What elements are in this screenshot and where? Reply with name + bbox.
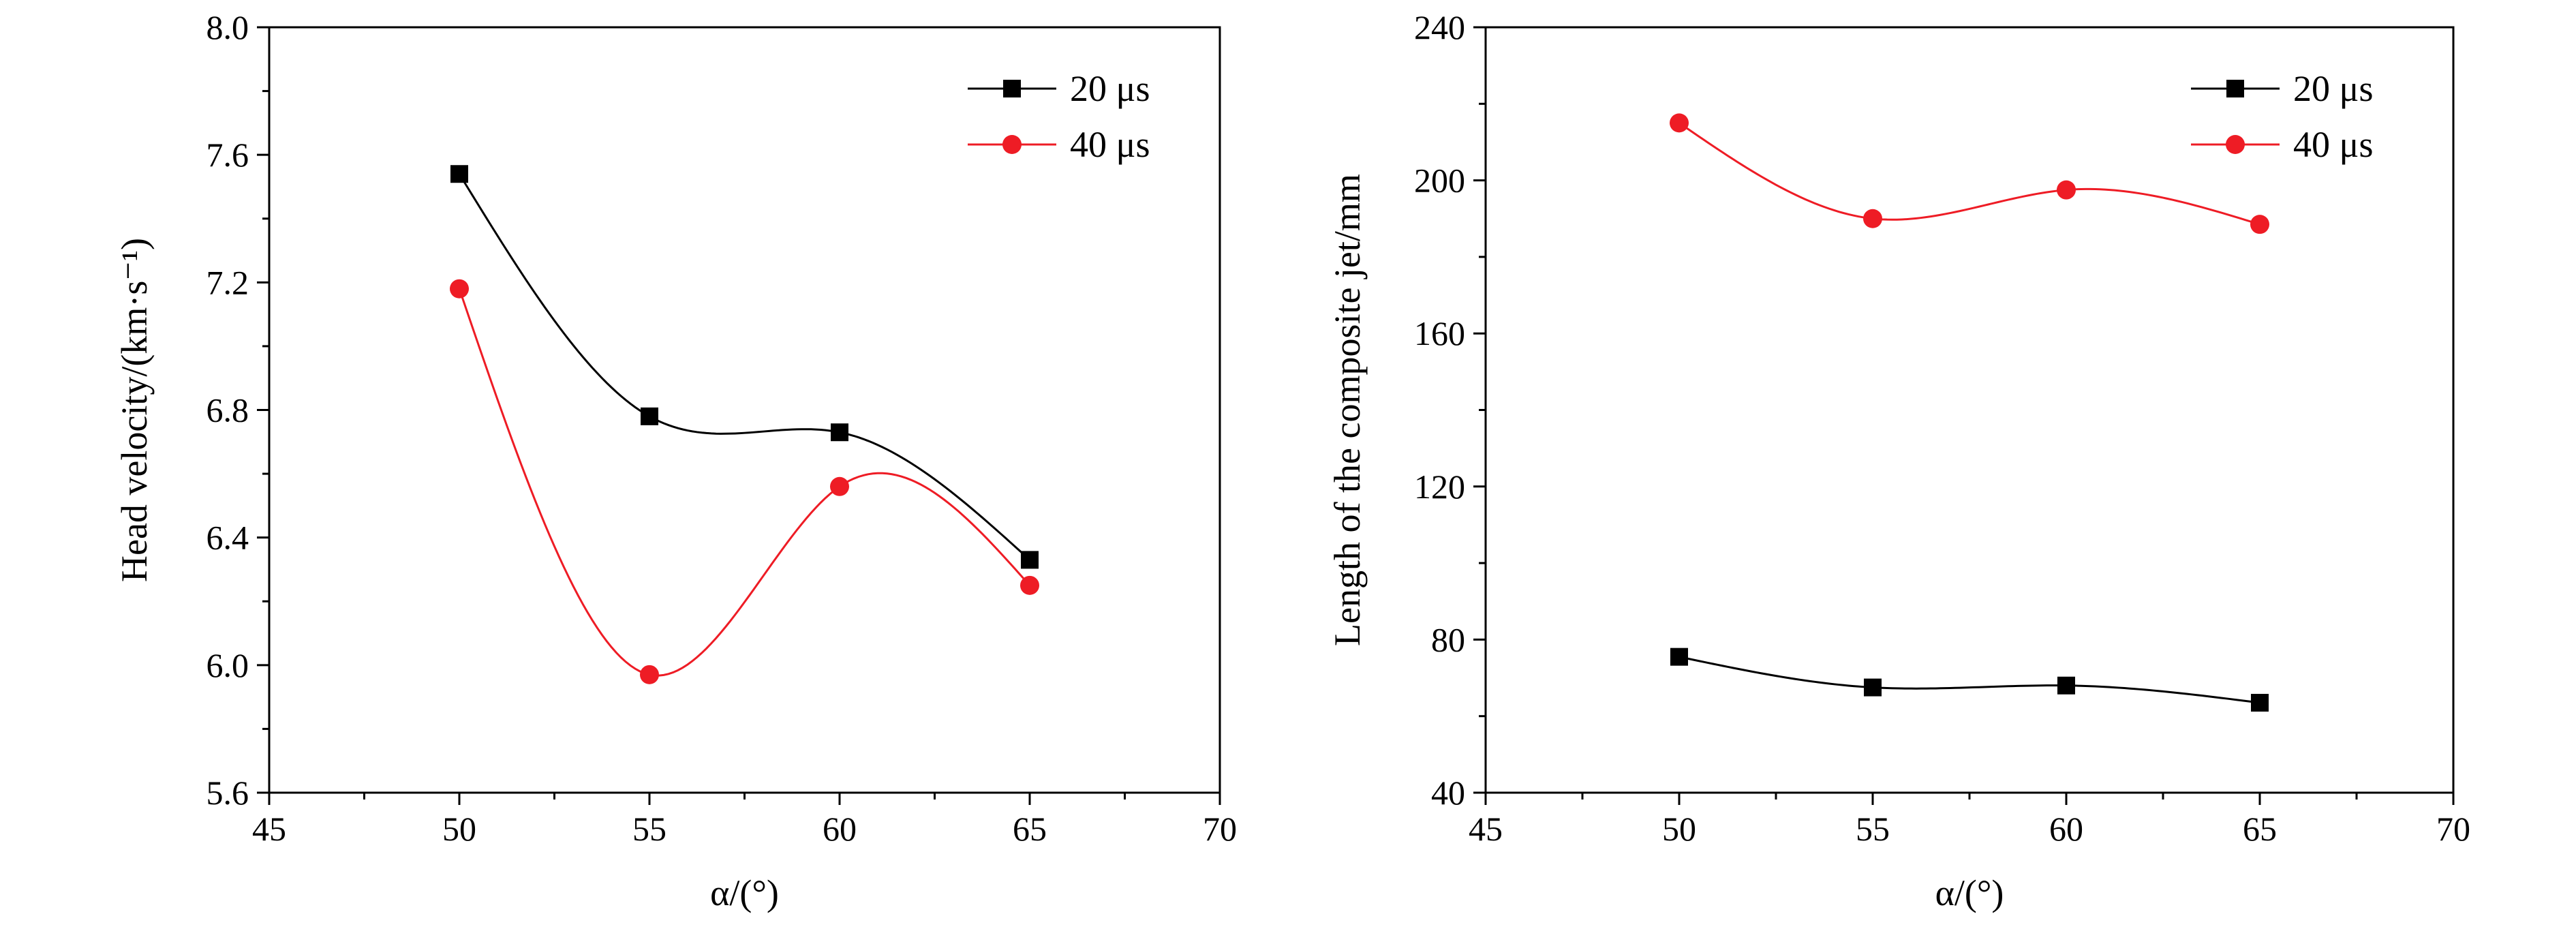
legend-marker: [2226, 80, 2244, 97]
legend-label: 20 μs: [1070, 68, 1150, 109]
y-tick-label: 6.4: [206, 519, 249, 557]
series-line-2: [458, 288, 1031, 677]
x-tick-label: 45: [1469, 810, 1503, 848]
data-point-2: [450, 279, 469, 299]
series-line-1: [1678, 656, 2260, 704]
x-tick-label: 60: [2049, 810, 2083, 848]
legend-marker: [1003, 80, 1021, 97]
x-tick-label: 45: [252, 810, 286, 848]
y-tick-label: 160: [1414, 314, 1465, 352]
y-tick-label: 6.0: [206, 646, 249, 684]
data-point-1: [1670, 648, 1688, 666]
x-tick-label: 50: [442, 810, 476, 848]
x-tick-label: 55: [1856, 810, 1890, 848]
legend-label: 40 μs: [1070, 124, 1150, 165]
legend-marker: [1002, 135, 1022, 154]
y-tick-label: 7.2: [206, 263, 249, 301]
y-axis-title: Length of the composite jet/mm: [1327, 174, 1368, 646]
data-point-2: [1670, 113, 1689, 133]
data-point-2: [1020, 575, 1039, 595]
y-tick-label: 80: [1431, 620, 1465, 658]
y-tick-label: 6.8: [206, 391, 249, 429]
x-tick-label: 65: [1013, 810, 1047, 848]
data-point-1: [450, 165, 468, 183]
data-point-1: [641, 407, 658, 425]
legend-label: 40 μs: [2293, 124, 2373, 165]
y-tick-label: 7.6: [206, 136, 249, 174]
y-tick-label: 40: [1431, 774, 1465, 812]
chart-panel-1: 45 50 55 60 65 70 5.6 6.0 6.4 6.8 7.2 7.6 8.0 α/(°) He…: [114, 8, 1237, 913]
x-axis-title: α/(°): [1935, 872, 2004, 913]
x-axis-title: α/(°): [710, 872, 779, 913]
series-line-1: [458, 173, 1031, 561]
chart-panel-2: 45 50 55 60 65 70 40 80 120 160 200 240 α/(°) Length …: [1327, 8, 2470, 913]
x-tick-label: 55: [632, 810, 666, 848]
data-point-1: [1864, 678, 1882, 697]
y-tick-label: 120: [1414, 468, 1465, 506]
y-tick-label: 240: [1414, 8, 1465, 46]
data-point-2: [830, 476, 849, 496]
x-tick-label: 65: [2243, 810, 2277, 848]
y-tick-label: 200: [1414, 162, 1465, 200]
y-axis-title: Head velocity/(km·s⁻¹): [114, 238, 155, 582]
series-line-2: [1678, 122, 2260, 226]
x-tick-label: 70: [2436, 810, 2470, 848]
data-point-1: [2251, 694, 2269, 712]
x-tick-label: 70: [1203, 810, 1237, 848]
legend-marker: [2226, 135, 2245, 154]
x-tick-label: 60: [823, 810, 857, 848]
data-point-2: [2250, 215, 2269, 234]
y-tick-label: 8.0: [206, 8, 249, 46]
data-point-2: [1863, 209, 1882, 228]
data-point-1: [1021, 551, 1039, 569]
x-tick-label: 50: [1662, 810, 1696, 848]
data-point-2: [2057, 180, 2076, 200]
y-tick-label: 5.6: [206, 774, 249, 812]
data-point-1: [831, 423, 848, 442]
data-point-1: [2057, 676, 2075, 695]
legend-label: 20 μs: [2293, 68, 2373, 109]
data-point-2: [640, 665, 659, 684]
